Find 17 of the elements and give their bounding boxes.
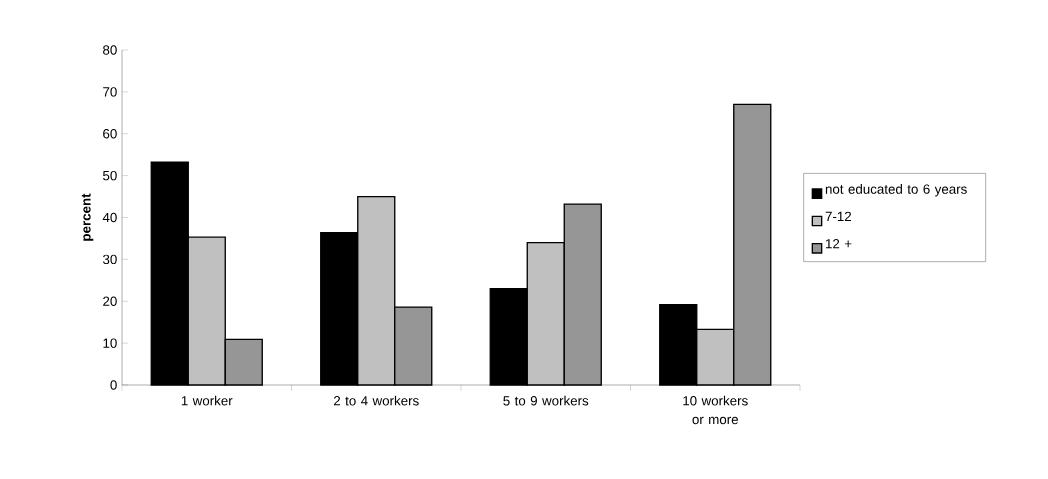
y-tick-label: 30	[102, 254, 117, 265]
y-axis-title: percent	[81, 193, 94, 241]
x-tick-label: 2 to 4 workers	[333, 395, 419, 406]
y-tick-label: 80	[103, 45, 117, 55]
y-tick-label: 40	[102, 212, 117, 223]
x-tick-label: 1 worker	[181, 395, 233, 406]
y-tick-label: 0	[110, 380, 117, 390]
y-tick-label: 50	[103, 170, 117, 181]
x-tick-label: 10 workers or more	[683, 395, 748, 425]
y-tick-label: 70	[103, 87, 117, 97]
y-tick-label: 10	[103, 338, 117, 348]
legend-label: not educated to 6 years	[825, 184, 967, 197]
y-tick-label: 60	[103, 129, 117, 139]
legend-label: 12 +	[826, 239, 852, 249]
x-tick-label: 5 to 9 workers	[503, 395, 589, 406]
legend-label: 7-12	[825, 211, 852, 221]
y-tick-label: 20	[103, 296, 117, 306]
